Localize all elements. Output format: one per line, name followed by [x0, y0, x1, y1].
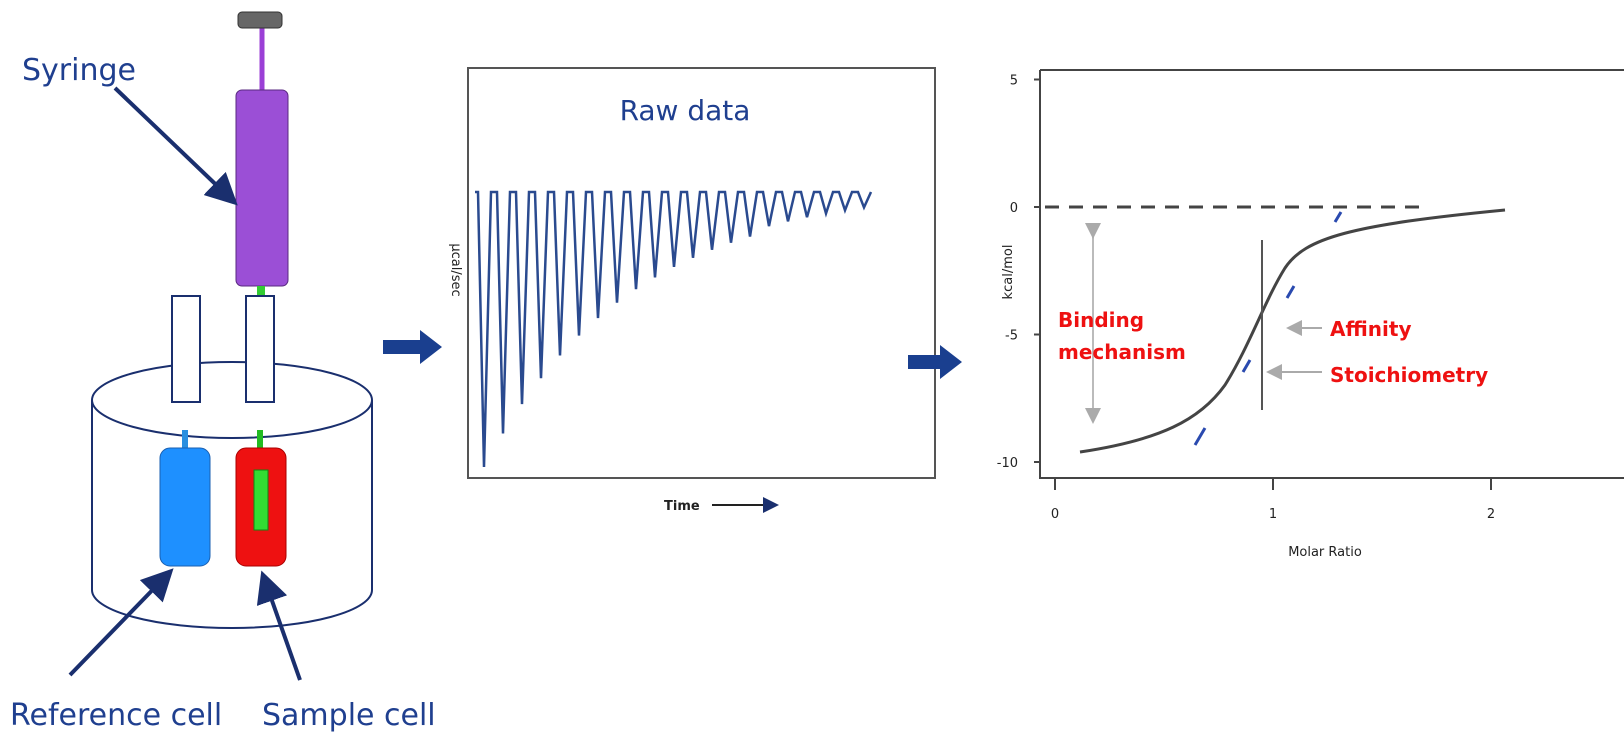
stoichiometry-label: Stoichiometry: [1330, 363, 1488, 387]
arrow: [256, 570, 302, 681]
raw-data-panel: Raw data µcal/sec Time: [448, 67, 936, 514]
syringe-label: Syringe: [22, 53, 136, 88]
cell-top: [91, 361, 373, 439]
y-axis-label: µcal/sec: [448, 243, 463, 296]
raw-trace: [475, 190, 873, 468]
affinity-label: Affinity: [1330, 317, 1411, 341]
stirrer: [253, 469, 269, 531]
y-tick-label: 0: [1010, 201, 1018, 216]
isotherm-panel: kcal/mol Molar Ratio Binding mechanism A…: [997, 69, 1624, 560]
needle: [257, 286, 265, 300]
y-tick-label: -10: [997, 456, 1018, 471]
x-axis-label: Time: [664, 499, 700, 514]
syringe-barrel: [235, 89, 289, 287]
flow-arrow: [908, 345, 962, 379]
sample-tube: [245, 295, 275, 403]
reference-cell: [159, 447, 211, 567]
arrow: [113, 86, 238, 206]
apparatus: Syringe Reference cell Sample cell: [10, 11, 436, 733]
flow-arrow: [383, 330, 442, 364]
reference-cell-label: Reference cell: [10, 698, 222, 733]
y-tick-label: -5: [1005, 329, 1018, 344]
sample-cell-label: Sample cell: [262, 698, 436, 733]
panel-title: Raw data: [620, 94, 751, 127]
x-axis-label: Molar Ratio: [1288, 545, 1362, 560]
syringe-cap: [237, 11, 283, 29]
x-tick-label: 2: [1487, 507, 1495, 522]
y-tick-label: 5: [1010, 74, 1018, 89]
x-tick-label: 1: [1269, 507, 1277, 522]
mechanism-label: mechanism: [1058, 340, 1186, 364]
x-tick-label: 0: [1051, 507, 1059, 522]
y-axis-label: kcal/mol: [1001, 245, 1016, 300]
axes: [1039, 69, 1624, 479]
data-points: [1193, 211, 1343, 446]
mechanism-label: Binding: [1058, 308, 1144, 332]
arrow: [68, 568, 174, 677]
reference-tube: [171, 295, 201, 403]
fit-curve: [1079, 208, 1506, 454]
